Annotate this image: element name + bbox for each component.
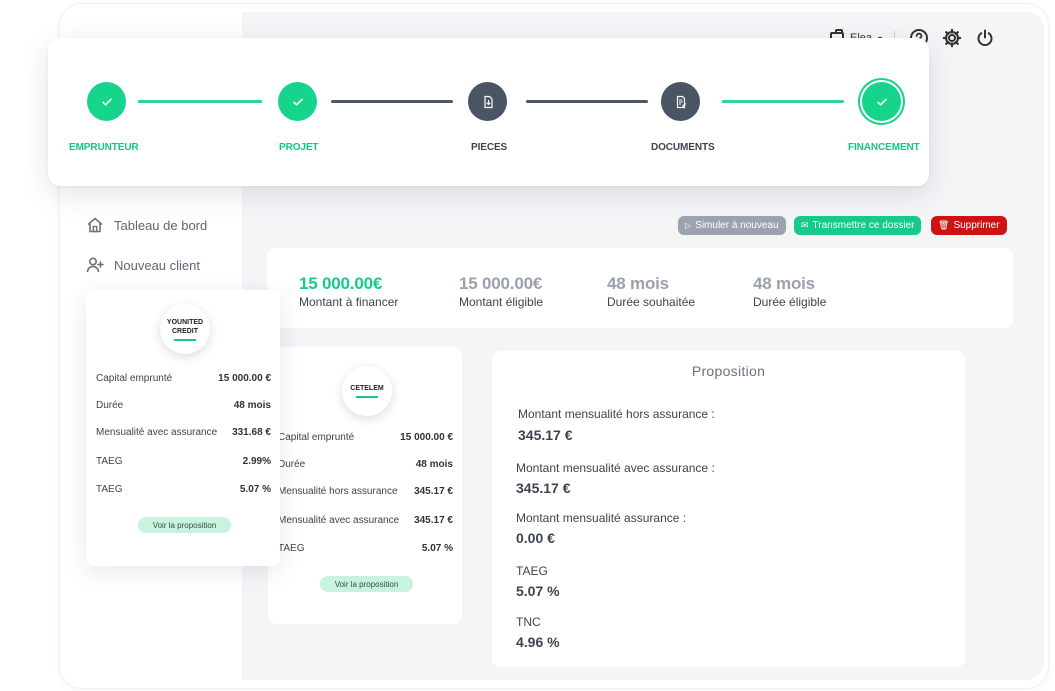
proposition-label: Montant mensualité avec assurance : — [516, 461, 715, 475]
step-connector — [526, 100, 648, 103]
list-item: Durée 48 mois — [96, 400, 271, 411]
simulate-again-button[interactable]: ▷ Simuler à nouveau — [678, 216, 786, 235]
proposition-panel: Proposition Montant mensualité hors assu… — [492, 351, 965, 667]
list-item: Mensualité avec assurance 345.17 € — [278, 515, 453, 526]
proposition-value: 4.96 % — [516, 634, 560, 650]
list-item: Mensualité hors assurance 345.17 € — [278, 486, 453, 497]
list-item: Mensualité avec assurance 331.68 € — [96, 427, 271, 438]
view-proposal-button[interactable]: Voir la proposition — [138, 517, 231, 533]
lender-card-cetelem[interactable]: CETELEM Capital emprunté 15 000.00 € Duré… — [268, 347, 462, 624]
lender-card-younited[interactable]: YOUNITED CREDIT Capital emprunté 15 000.0… — [86, 290, 280, 566]
proposition-value: 5.07 % — [516, 583, 560, 599]
settings-icon[interactable] — [942, 28, 962, 48]
proposition-label: TNC — [516, 615, 541, 629]
sidebar-item-dashboard[interactable]: Tableau de bord — [86, 216, 207, 234]
list-item: Capital emprunté 15 000.00 € — [96, 373, 271, 384]
younited-logo: YOUNITED CREDIT — [160, 304, 210, 354]
list-item: Durée 48 mois — [278, 459, 453, 470]
summary-duration: 48 mois Durée souhaitée — [607, 274, 696, 309]
step-connector — [138, 100, 262, 103]
transmit-file-button[interactable]: ✉ Transmettre ce dossier — [794, 216, 922, 235]
sidebar-item-new-client[interactable]: Nouveau client — [86, 256, 200, 274]
list-item: TAEG 5.07 % — [278, 543, 453, 554]
power-icon[interactable] — [975, 28, 995, 48]
proposition-value: 345.17 € — [518, 427, 573, 443]
step-projet-icon[interactable] — [278, 82, 317, 121]
step-label-emprunteur[interactable]: EMPRUNTEUR — [69, 142, 139, 153]
financing-summary: 15 000.00€ Montant à financer 15 000.00€… — [267, 248, 1013, 328]
sidebar-item-label: Tableau de bord — [114, 217, 208, 233]
step-pieces-icon[interactable] — [468, 82, 507, 121]
delete-button[interactable]: 🗑 Supprimer — [931, 216, 1007, 235]
view-proposal-button[interactable]: Voir la proposition — [320, 576, 413, 592]
play-icon: ▷ — [685, 221, 692, 230]
proposition-label: Montant mensualité hors assurance : — [518, 407, 715, 421]
trash-icon: 🗑 — [938, 220, 950, 230]
proposition-label: TAEG — [516, 564, 548, 578]
cetelem-logo: CETELEM — [342, 366, 392, 416]
summary-eligible-duration: 48 mois Durée éligible — [753, 274, 827, 309]
summary-amount: 15 000.00€ Montant à financer — [299, 274, 399, 309]
step-connector — [722, 100, 844, 103]
proposition-value: 345.17 € — [516, 480, 571, 496]
summary-eligible-amount: 15 000.00€ Montant éligible — [459, 274, 544, 309]
step-documents-icon[interactable] — [661, 82, 700, 121]
step-connector — [331, 100, 453, 103]
add-user-icon — [86, 257, 104, 273]
step-emprunteur-icon[interactable] — [87, 82, 126, 121]
list-item: Capital emprunté 15 000.00 € — [278, 432, 453, 443]
step-label-financement[interactable]: FINANCEMENT — [848, 142, 920, 153]
step-label-pieces[interactable]: PIECES — [471, 142, 508, 153]
list-item: TAEG 2.99% — [96, 456, 271, 467]
proposition-value: 0.00 € — [516, 530, 555, 546]
step-label-projet[interactable]: PROJET — [279, 142, 319, 153]
sidebar-item-label: Nouveau client — [114, 257, 200, 273]
proposition-label: Montant mensualité assurance : — [516, 511, 687, 525]
step-label-documents[interactable]: DOCUMENTS — [651, 142, 715, 153]
progress-stepper: EMPRUNTEUR PROJET PIECES DOCUMENTS FINAN… — [48, 38, 929, 186]
proposition-title: Proposition — [691, 363, 766, 379]
list-item: TAEG 5.07 % — [96, 484, 271, 495]
step-financement-icon[interactable] — [862, 82, 901, 121]
mail-icon: ✉ — [801, 220, 809, 230]
home-icon — [87, 217, 103, 233]
